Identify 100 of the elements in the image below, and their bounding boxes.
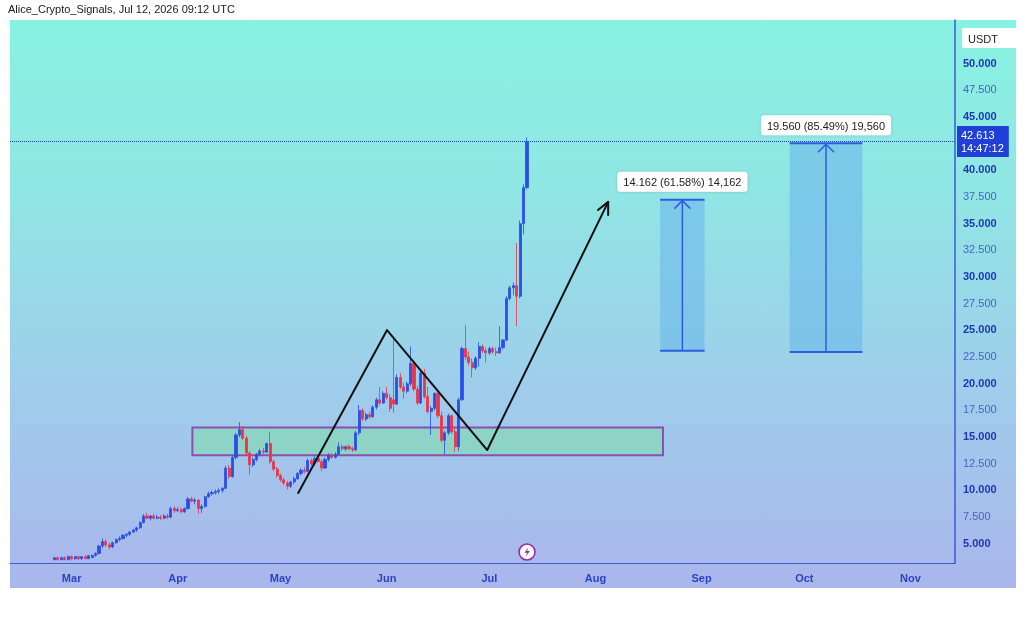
candlestick [84, 555, 87, 560]
y-tick-label: 27.500 [963, 296, 997, 309]
candlestick [296, 471, 299, 481]
y-tick-label: 12.500 [963, 456, 997, 469]
candlestick [323, 456, 327, 470]
candlestick [163, 513, 166, 520]
candlestick [80, 556, 83, 561]
candlestick [265, 442, 268, 454]
y-tick-label: 45.000 [963, 110, 997, 123]
candlestick [365, 412, 368, 422]
candlestick [224, 465, 227, 490]
candlestick [299, 467, 303, 476]
candlestick [330, 452, 333, 459]
candlestick [118, 535, 121, 543]
y-tick-label: 40.000 [963, 163, 997, 176]
candlestick [395, 373, 398, 406]
y-axis-title: USDT [968, 32, 999, 45]
candlestick [255, 452, 258, 463]
y-tick-label: 10.000 [963, 483, 997, 496]
candlestick [495, 347, 498, 357]
candlestick [491, 346, 494, 355]
candlestick [63, 556, 66, 561]
candlestick [382, 390, 385, 405]
candlestick [121, 533, 125, 540]
candlestick [306, 458, 309, 473]
candlestick [310, 458, 313, 467]
candlestick [392, 337, 395, 413]
candlestick [87, 555, 90, 560]
candlestick [282, 477, 285, 486]
candlestick [193, 497, 196, 505]
candlestick [156, 514, 159, 520]
x-tick-label: Nov [900, 571, 922, 584]
candlestick [344, 445, 347, 452]
candlestick [173, 506, 176, 514]
candlestick [341, 444, 344, 452]
candlestick [186, 496, 190, 511]
band-label: 14.162 (61.58%) 14,162 [623, 176, 742, 189]
y-tick-label: 50.000 [963, 56, 997, 69]
candlestick [56, 556, 59, 561]
candlestick [77, 556, 80, 561]
candlestick [67, 555, 70, 561]
candlestick [108, 542, 111, 550]
candlestick [190, 496, 193, 503]
candlestick [303, 466, 306, 474]
band-label: 19.560 (85.49%) 19,560 [766, 119, 886, 132]
x-tick-label: Jun [376, 571, 397, 584]
candlestick [252, 456, 255, 468]
candlestick [149, 514, 152, 521]
candlestick [484, 347, 487, 363]
y-tick-label: 22.500 [963, 350, 997, 363]
x-tick-label: May [269, 571, 293, 584]
candlestick [361, 407, 364, 422]
candlestick [159, 514, 162, 521]
y-tick-label: 17.500 [963, 403, 997, 416]
y-tick-label: 47.500 [963, 83, 997, 96]
candlestick [115, 538, 118, 545]
candlestick [128, 530, 131, 537]
y-tick-label: 15.000 [963, 430, 997, 443]
y-tick-label: 25.000 [963, 323, 997, 336]
candlestick [60, 556, 63, 561]
candlestick [289, 480, 292, 489]
candlestick [337, 442, 340, 456]
candlestick [262, 447, 265, 455]
y-tick-label: 30.000 [963, 270, 997, 283]
x-tick-label: Aug [584, 571, 607, 584]
candlestick [197, 498, 200, 515]
candlestick [176, 507, 179, 513]
candlestick [498, 325, 501, 355]
candlestick [214, 488, 217, 496]
candlestick [478, 341, 481, 368]
candlestick [217, 487, 220, 495]
x-tick-label: Apr [168, 571, 188, 584]
x-tick-label: Jul [481, 571, 498, 584]
candlestick [378, 386, 381, 406]
candlestick [351, 446, 354, 453]
y-tick-label: 20.000 [963, 376, 997, 389]
y-tick-label: 35.000 [963, 216, 997, 229]
y-tick-label: 32.500 [963, 243, 997, 256]
candlestick [419, 370, 422, 405]
x-tick-label: Oct [795, 571, 814, 584]
y-tick-label: 37.500 [963, 190, 997, 203]
candlestick [91, 554, 94, 559]
candlestick [210, 490, 214, 497]
candlestick [368, 411, 371, 420]
ref-line-label: 42.613 14:47:12 [961, 129, 1004, 155]
y-tick-label: 7.500 [963, 510, 991, 523]
x-tick-label: Sep [691, 571, 712, 584]
candlestick [515, 242, 518, 327]
candlestick [132, 528, 135, 534]
candlestick [169, 506, 172, 519]
candlestick [347, 444, 351, 451]
text: Alice_Crypto_Signals, Jul 12, 2026 09:12 UTC [8, 2, 235, 15]
candlestick [104, 539, 107, 548]
candlestick [53, 557, 56, 561]
candlestick [228, 464, 231, 480]
y-tick-label: 5.000 [963, 536, 991, 549]
candlestick [145, 512, 149, 520]
candlestick [286, 480, 289, 490]
candlestick [320, 459, 323, 472]
candlestick [180, 507, 183, 514]
